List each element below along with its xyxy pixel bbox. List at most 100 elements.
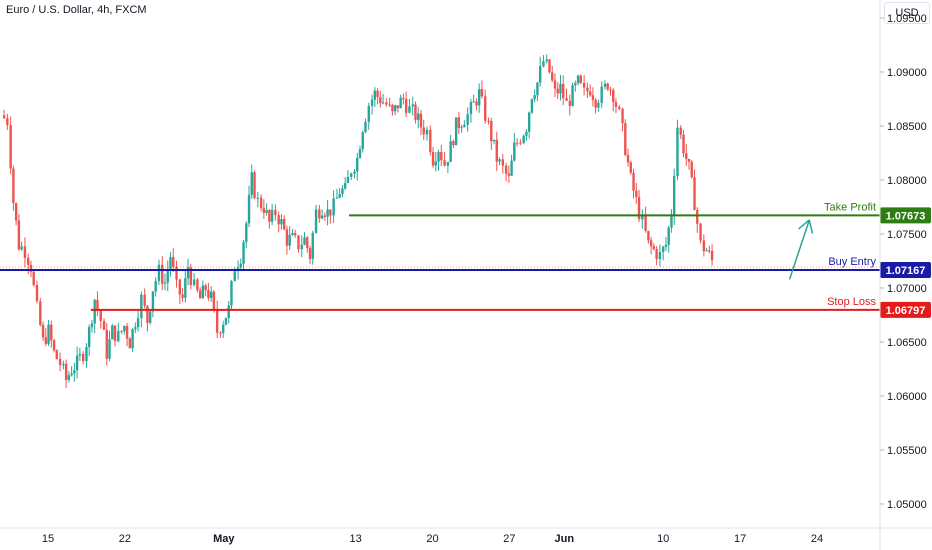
candle-body (175, 266, 178, 280)
level-badge-value-buy_entry: 1.07167 (886, 265, 926, 277)
candle-body (708, 250, 711, 252)
candle-body (542, 61, 545, 67)
candle-body (265, 210, 268, 213)
candle-body (705, 250, 708, 252)
candle-body (151, 291, 155, 312)
candle-body (17, 220, 21, 250)
candle-body (472, 101, 475, 103)
time-tick-label: Jun (555, 533, 575, 545)
candle-body (209, 291, 213, 299)
time-axis[interactable]: 15 22 May 13 20 27 Jun 10 17 24 (0, 527, 932, 545)
candle-body (586, 87, 589, 92)
candle-body (662, 246, 665, 252)
candle-body (658, 251, 662, 260)
candle-body (6, 118, 9, 126)
candle-body (250, 172, 253, 195)
candle-body (606, 83, 609, 90)
trade-levels: Take Profit 1.07673 Buy Entry 1.07167 Stop L… (0, 201, 931, 318)
candle-body (492, 139, 496, 142)
candle-body (522, 135, 525, 143)
candle-body (475, 101, 478, 106)
level-badge-buy_entry (880, 261, 931, 278)
time-tick-label: 27 (503, 533, 515, 545)
candle-body (603, 83, 607, 87)
candle-body (131, 329, 134, 349)
candle-body (27, 257, 30, 265)
candle-body (268, 210, 271, 222)
candle-body (300, 244, 303, 250)
candle-body (411, 104, 414, 107)
time-tick-label: 10 (657, 533, 669, 545)
candle-body (454, 117, 458, 146)
candle-body (90, 323, 94, 328)
candle-body (102, 320, 106, 330)
candle-body (361, 132, 364, 150)
price-tick-label: 1.05500 (887, 445, 927, 457)
candle-body (308, 248, 312, 259)
candle-body (146, 305, 149, 323)
candle-body (676, 127, 679, 177)
candle-body (682, 134, 685, 154)
candle-body (178, 279, 182, 295)
candle-body (553, 80, 557, 89)
candle-body (614, 102, 618, 107)
time-tick-label: 13 (349, 533, 361, 545)
candle-body (323, 215, 327, 217)
level-label-stop_loss: Stop Loss (827, 296, 876, 308)
candle-body (75, 355, 79, 371)
candle-body (446, 162, 450, 166)
price-tick-label: 1.09500 (887, 13, 927, 25)
candle-body (163, 282, 167, 284)
candle-body (338, 194, 341, 198)
candle-body (285, 229, 289, 246)
candle-body (318, 209, 321, 219)
candle-body (591, 95, 595, 100)
time-tick-label: 20 (426, 533, 438, 545)
candle-body (189, 267, 193, 285)
candle-body (655, 248, 658, 260)
candle-body (490, 120, 493, 142)
candle-body (434, 161, 437, 166)
arrow-head (808, 219, 814, 234)
arrow-head (798, 219, 810, 230)
candle-body (64, 363, 68, 380)
candle-body (510, 160, 513, 176)
candle-body (525, 131, 528, 136)
candle-body (256, 197, 260, 199)
candle-body (67, 375, 71, 380)
candle-body (370, 99, 374, 106)
candle-body (47, 324, 50, 344)
candle-body (157, 264, 161, 281)
candle-body (198, 290, 202, 299)
candle-body (588, 91, 592, 96)
candle-body (396, 105, 400, 109)
candle-body (513, 142, 516, 161)
candle-body (184, 278, 187, 298)
candle-body (594, 99, 597, 108)
level-badge-stop_loss (880, 301, 931, 318)
candle-body (201, 285, 205, 299)
candle-body (341, 188, 344, 195)
currency-button[interactable]: USD (884, 2, 930, 24)
candle-body (346, 176, 350, 184)
candle-body (457, 117, 461, 129)
candle-body (259, 197, 263, 209)
candle-body (192, 279, 196, 285)
candle-body (29, 264, 33, 272)
candle-body (408, 106, 411, 113)
candle-body (637, 197, 641, 220)
candle-body (288, 235, 291, 246)
time-tick-label: May (213, 533, 235, 545)
candle-body (364, 121, 367, 133)
candle-body (93, 299, 96, 324)
candle-body (120, 330, 123, 332)
candle-body (78, 353, 82, 356)
candle-body (414, 104, 417, 120)
candle-body (148, 311, 152, 323)
candle-body (154, 280, 157, 292)
price-axis[interactable]: 1.09500 1.09000 1.08500 1.08000 1.07500 1.070… (879, 0, 927, 550)
candle-body (685, 153, 688, 159)
candle-body (204, 285, 207, 290)
candle-body (32, 271, 35, 286)
